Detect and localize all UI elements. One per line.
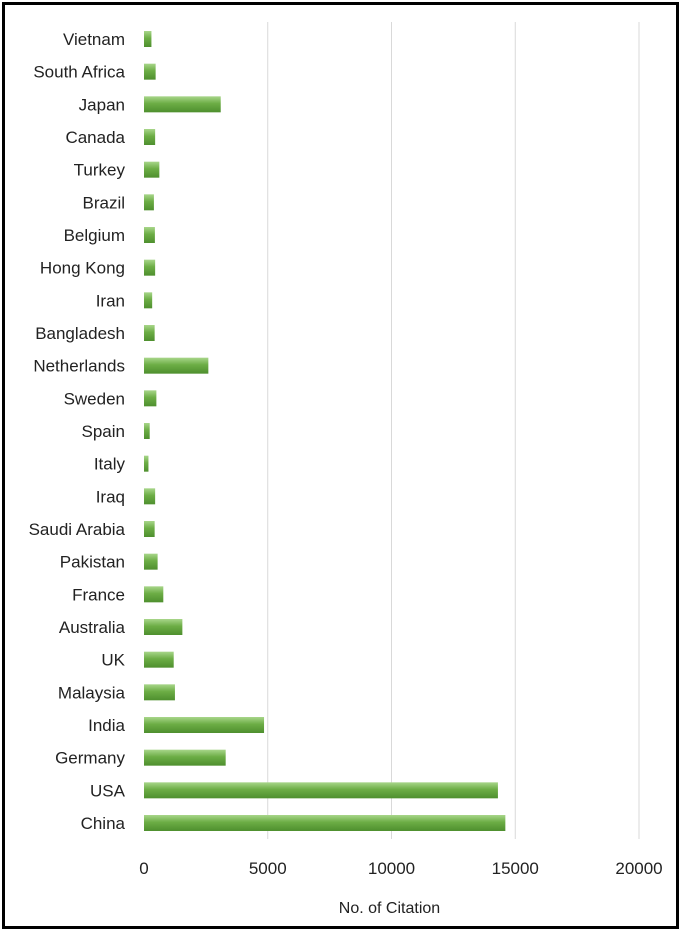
category-label: Malaysia bbox=[58, 683, 126, 702]
category-label: Sweden bbox=[64, 389, 125, 408]
x-tick-label: 5000 bbox=[249, 859, 287, 878]
category-label: Germany bbox=[55, 749, 125, 768]
bar-canada bbox=[144, 129, 156, 145]
x-tick-labels: 0 5000 10000 15000 20000 bbox=[139, 859, 662, 878]
category-label: France bbox=[72, 585, 125, 604]
bar-uk bbox=[144, 651, 174, 668]
bar-hong-kong bbox=[144, 259, 156, 276]
category-label: India bbox=[88, 716, 125, 735]
category-label: Bangladesh bbox=[35, 324, 125, 343]
bar-sweden bbox=[144, 390, 157, 407]
bar-iran bbox=[144, 292, 153, 309]
category-label: Iran bbox=[96, 291, 125, 310]
bar-france bbox=[144, 586, 164, 603]
bar-germany bbox=[144, 749, 226, 766]
category-label: Saudi Arabia bbox=[29, 520, 126, 539]
x-tick-label: 10000 bbox=[368, 859, 415, 878]
x-axis-title: No. of Citation bbox=[339, 900, 440, 917]
category-label: Netherlands bbox=[33, 357, 125, 376]
bar-usa bbox=[144, 782, 498, 799]
category-label: USA bbox=[90, 781, 126, 800]
x-tick-label: 20000 bbox=[615, 859, 662, 878]
category-label: South Africa bbox=[33, 63, 125, 82]
category-label: China bbox=[81, 814, 126, 833]
chart-frame: China USA Germany India Malaysia UK Australia F… bbox=[2, 2, 679, 929]
bar-pakistan bbox=[144, 553, 158, 570]
category-label: Iraq bbox=[96, 487, 125, 506]
category-label: Italy bbox=[94, 455, 126, 474]
category-label: Australia bbox=[59, 618, 126, 637]
category-labels: China USA Germany India Malaysia UK Australia F… bbox=[29, 30, 126, 833]
gridlines bbox=[267, 22, 640, 839]
bar-bangladesh bbox=[144, 325, 155, 341]
category-label: Spain bbox=[82, 422, 125, 441]
bar-iraq bbox=[144, 488, 156, 505]
bars bbox=[144, 31, 506, 831]
category-label: Canada bbox=[65, 128, 125, 147]
bar-japan bbox=[144, 96, 221, 113]
category-label: Turkey bbox=[74, 161, 126, 180]
bar-south-africa bbox=[144, 63, 156, 80]
category-label: Vietnam bbox=[63, 30, 125, 49]
category-label: Brazil bbox=[82, 193, 125, 212]
citation-bar-chart: China USA Germany India Malaysia UK Australia F… bbox=[29, 22, 663, 917]
category-label: Hong Kong bbox=[40, 259, 125, 278]
bar-australia bbox=[144, 619, 183, 635]
bar-vietnam bbox=[144, 31, 152, 47]
bar-china bbox=[144, 815, 506, 831]
category-label: UK bbox=[101, 651, 125, 670]
x-tick-label: 0 bbox=[139, 859, 148, 878]
bar-italy bbox=[144, 455, 149, 472]
bar-belgium bbox=[144, 227, 155, 243]
category-label: Belgium bbox=[64, 226, 125, 245]
bar-saudi-arabia bbox=[144, 521, 155, 537]
bar-spain bbox=[144, 423, 150, 439]
bar-malaysia bbox=[144, 684, 175, 701]
bar-netherlands bbox=[144, 357, 209, 374]
x-tick-label: 15000 bbox=[492, 859, 539, 878]
category-label: Japan bbox=[79, 95, 125, 114]
bar-turkey bbox=[144, 161, 160, 178]
bar-brazil bbox=[144, 194, 154, 211]
category-label: Pakistan bbox=[60, 553, 125, 572]
bar-india bbox=[144, 717, 265, 733]
